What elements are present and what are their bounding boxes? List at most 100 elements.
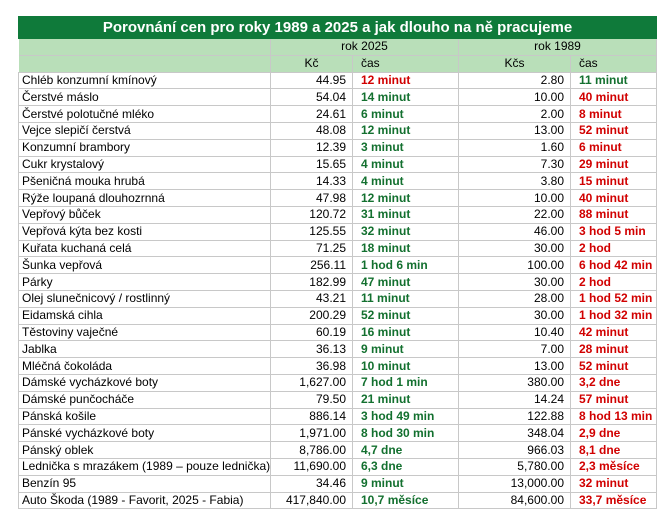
header-year-2025: rok 2025 bbox=[270, 38, 459, 56]
item-name-cell: Auto Škoda (1989 - Favorit, 2025 - Fabia… bbox=[18, 492, 271, 509]
time-2025-cell: 14 minut bbox=[352, 88, 459, 107]
price-1989-cell: 1.60 bbox=[458, 139, 571, 157]
item-name-cell: Vepřový bůček bbox=[18, 206, 271, 224]
table-row: Těstoviny vaječné 60.19 16 minut 10.40 42 mi… bbox=[18, 324, 658, 342]
time-1989-cell: 2 hod bbox=[570, 273, 658, 291]
time-1989-cell: 1 hod 32 min bbox=[570, 307, 658, 325]
table-row: Auto Škoda (1989 - Favorit, 2025 - Fabia… bbox=[18, 492, 658, 509]
price-2025-cell: 71.25 bbox=[270, 240, 353, 258]
time-1989-cell: 57 minut bbox=[570, 391, 658, 409]
table-row: Párky 182.99 47 minut 30.00 2 hod bbox=[18, 273, 658, 291]
price-2025-cell: 15.65 bbox=[270, 156, 353, 174]
table-row: Čerstvé máslo 54.04 14 minut 10.00 40 minut bbox=[18, 88, 658, 107]
item-name-cell: Dámské vycházkové boty bbox=[18, 374, 271, 392]
time-1989-cell: 3,2 dne bbox=[570, 374, 658, 392]
table-row: Eidamská cihla 200.29 52 minut 30.00 1 hod 3… bbox=[18, 307, 658, 325]
item-name-cell: Pánský oblek bbox=[18, 441, 271, 459]
time-2025-cell: 16 minut bbox=[352, 324, 459, 342]
time-1989-cell: 52 minut bbox=[570, 357, 658, 375]
time-2025-cell: 1 hod 6 min bbox=[352, 256, 459, 275]
price-2025-cell: 43.21 bbox=[270, 290, 353, 308]
table-row: Vepřový bůček 120.72 31 minut 22.00 88 minut bbox=[18, 206, 658, 224]
time-1989-cell: 42 minut bbox=[570, 324, 658, 342]
time-2025-cell: 12 minut bbox=[352, 189, 459, 207]
item-name-cell: Konzumní brambory bbox=[18, 139, 271, 157]
time-1989-cell: 2,9 dne bbox=[570, 424, 658, 443]
time-1989-cell: 32 minut bbox=[570, 475, 658, 493]
table-row: Dámské punčocháče 79.50 21 minut 14.24 57 mi… bbox=[18, 391, 658, 409]
price-1989-cell: 28.00 bbox=[458, 290, 571, 308]
price-1989-cell: 5,780.00 bbox=[458, 458, 571, 476]
price-2025-cell: 44.95 bbox=[270, 72, 353, 90]
time-2025-cell: 47 minut bbox=[352, 273, 459, 291]
price-1989-cell: 2.00 bbox=[458, 105, 571, 123]
header-time-1989: čas bbox=[570, 55, 658, 73]
time-2025-cell: 10 minut bbox=[352, 357, 459, 375]
item-name-cell: Rýže loupaná dlouhozrnná bbox=[18, 189, 271, 207]
price-1989-cell: 380.00 bbox=[458, 374, 571, 392]
price-1989-cell: 10.00 bbox=[458, 189, 571, 207]
table-row: Vepřová kýta bez kosti 125.55 32 minut 46.0… bbox=[18, 223, 658, 241]
time-2025-cell: 3 minut bbox=[352, 139, 459, 157]
price-2025-cell: 1,971.00 bbox=[270, 424, 353, 443]
table-row: Rýže loupaná dlouhozrnná 47.98 12 minut 10.… bbox=[18, 189, 658, 207]
time-2025-cell: 3 hod 49 min bbox=[352, 408, 459, 426]
price-1989-cell: 84,600.00 bbox=[458, 492, 571, 509]
price-2025-cell: 886.14 bbox=[270, 408, 353, 426]
table-row: Vejce slepičí čerstvá 48.08 12 minut 13.00 5… bbox=[18, 122, 658, 140]
price-1989-cell: 100.00 bbox=[458, 256, 571, 275]
price-1989-cell: 22.00 bbox=[458, 206, 571, 224]
price-comparison-table: Porovnání cen pro roky 1989 a 2025 a jak… bbox=[17, 16, 658, 509]
table-row: Šunka vepřová 256.11 1 hod 6 min 100.00 6 ho… bbox=[18, 256, 658, 275]
time-1989-cell: 11 minut bbox=[570, 72, 658, 90]
price-2025-cell: 36.13 bbox=[270, 340, 353, 359]
price-2025-cell: 48.08 bbox=[270, 122, 353, 140]
time-1989-cell: 1 hod 52 min bbox=[570, 290, 658, 308]
item-name-cell: Mléčná čokoláda bbox=[18, 357, 271, 375]
time-1989-cell: 33,7 měsíce bbox=[570, 492, 658, 509]
item-name-cell: Těstoviny vaječné bbox=[18, 324, 271, 342]
time-1989-cell: 6 hod 42 min bbox=[570, 256, 658, 275]
time-2025-cell: 10,7 měsíce bbox=[352, 492, 459, 509]
table-row: Olej slunečnicový / rostlinný 43.21 11 min… bbox=[18, 290, 658, 308]
table-row: Pánský oblek 8,786.00 4,7 dne 966.03 8,1 dne bbox=[18, 441, 658, 459]
table-row: Čerstvé polotučné mléko 24.61 6 minut 2.00 8… bbox=[18, 105, 658, 123]
price-1989-cell: 966.03 bbox=[458, 441, 571, 459]
time-2025-cell: 21 minut bbox=[352, 391, 459, 409]
price-2025-cell: 120.72 bbox=[270, 206, 353, 224]
price-2025-cell: 125.55 bbox=[270, 223, 353, 241]
price-1989-cell: 10.40 bbox=[458, 324, 571, 342]
price-1989-cell: 13,000.00 bbox=[458, 475, 571, 493]
time-1989-cell: 88 minut bbox=[570, 206, 658, 224]
price-2025-cell: 8,786.00 bbox=[270, 441, 353, 459]
table-row: Kuřata kuchaná celá 71.25 18 minut 30.00 2 h… bbox=[18, 240, 658, 258]
price-1989-cell: 14.24 bbox=[458, 391, 571, 409]
price-1989-cell: 46.00 bbox=[458, 223, 571, 241]
time-2025-cell: 8 hod 30 min bbox=[352, 424, 459, 443]
time-2025-cell: 31 minut bbox=[352, 206, 459, 224]
table-row: Pánská košile 886.14 3 hod 49 min 122.88 8 h… bbox=[18, 408, 658, 426]
item-name-cell: Cukr krystalový bbox=[18, 156, 271, 174]
header-price-2025: Kč bbox=[270, 55, 353, 73]
price-2025-cell: 60.19 bbox=[270, 324, 353, 342]
price-2025-cell: 24.61 bbox=[270, 105, 353, 123]
time-1989-cell: 40 minut bbox=[570, 189, 658, 207]
item-name-cell: Kuřata kuchaná celá bbox=[18, 240, 271, 258]
item-name-cell: Vejce slepičí čerstvá bbox=[18, 122, 271, 140]
header-price-1989: Kčs bbox=[458, 55, 571, 73]
price-2025-cell: 79.50 bbox=[270, 391, 353, 409]
price-2025-cell: 34.46 bbox=[270, 475, 353, 493]
time-1989-cell: 28 minut bbox=[570, 340, 658, 359]
header-empty-name bbox=[18, 38, 271, 56]
time-1989-cell: 3 hod 5 min bbox=[570, 223, 658, 241]
time-2025-cell: 9 minut bbox=[352, 475, 459, 493]
price-1989-cell: 30.00 bbox=[458, 273, 571, 291]
item-name-cell: Benzín 95 bbox=[18, 475, 271, 493]
table-row: Chléb konzumní kmínový 44.95 12 minut 2.80 1… bbox=[18, 72, 658, 90]
time-2025-cell: 4,7 dne bbox=[352, 441, 459, 459]
table-row: Pánské vycházkové boty 1,971.00 8 hod 30 m… bbox=[18, 424, 658, 443]
item-name-cell: Eidamská cihla bbox=[18, 307, 271, 325]
header-empty-name-2 bbox=[18, 55, 271, 73]
price-1989-cell: 10.00 bbox=[458, 88, 571, 107]
price-1989-cell: 30.00 bbox=[458, 240, 571, 258]
